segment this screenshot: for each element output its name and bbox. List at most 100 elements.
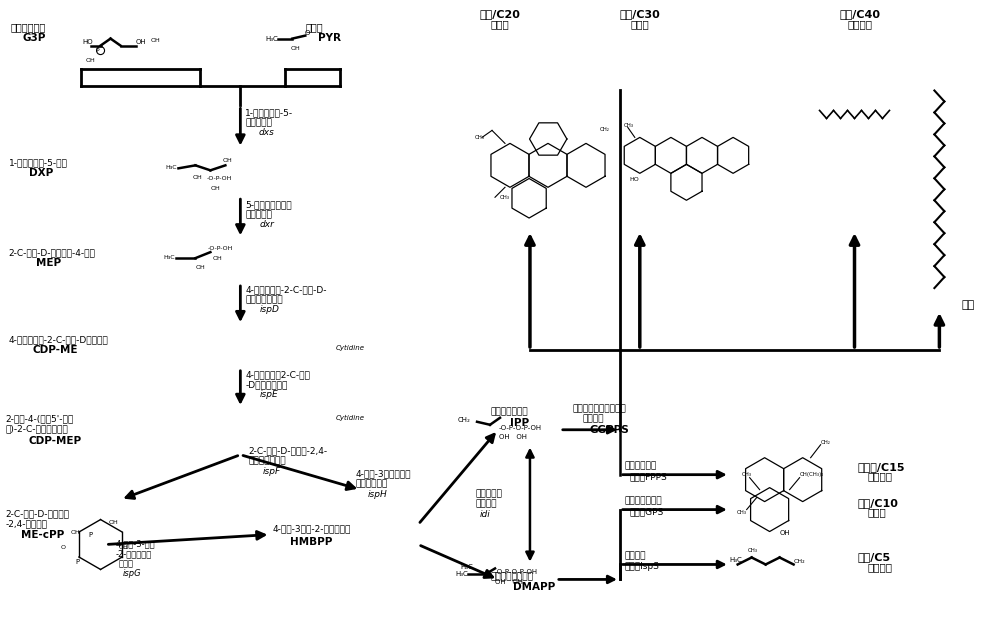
Text: OH: OH — [136, 38, 146, 45]
Text: 赤薛糖醇合成酶: 赤薛糖醇合成酶 — [245, 295, 283, 304]
Text: -O-P-OH: -O-P-OH — [207, 246, 233, 251]
Text: Cytidine: Cytidine — [335, 415, 364, 421]
Text: CH₂: CH₂ — [794, 560, 805, 565]
Text: 4-羟基-3甲丁-2-烯基二磷酸: 4-羟基-3甲丁-2-烯基二磷酸 — [272, 524, 351, 533]
Text: -O-P-OH: -O-P-OH — [206, 176, 232, 181]
Text: 4-羟基-3甲基丁烯基: 4-羟基-3甲基丁烯基 — [355, 470, 411, 479]
Text: 多萜: 多萜 — [961, 300, 975, 310]
Text: ispE: ispE — [259, 390, 278, 399]
Text: H₃C: H₃C — [455, 572, 468, 578]
Text: 法尼基二磷酸: 法尼基二磷酸 — [625, 462, 657, 470]
Text: OH: OH — [150, 38, 160, 42]
Text: P: P — [76, 560, 80, 565]
Text: CH₃: CH₃ — [624, 124, 634, 128]
Text: IPP: IPP — [510, 418, 529, 428]
Text: 丙酮酸: 丙酮酸 — [305, 22, 323, 33]
Text: 还原异构酶: 还原异构酶 — [245, 210, 272, 219]
Text: -D赤薛糖醇激酶: -D赤薛糖醇激酶 — [245, 380, 288, 389]
Text: OH: OH — [86, 58, 95, 63]
Text: 1-脱氧木酮糖-5-: 1-脱氧木酮糖-5- — [245, 108, 293, 117]
Text: 半萜/C5: 半萜/C5 — [858, 553, 891, 563]
Text: DXP: DXP — [29, 169, 53, 178]
Text: 4-二磷酸腺苷2-C-甲基: 4-二磷酸腺苷2-C-甲基 — [245, 370, 310, 379]
Text: G3P: G3P — [23, 33, 46, 42]
Text: -2-烯基二磷酸: -2-烯基二磷酸 — [116, 549, 152, 558]
Text: ispD: ispD — [259, 305, 279, 314]
Text: 合成酶: 合成酶 — [119, 560, 134, 569]
Text: ispH: ispH — [368, 490, 388, 499]
Text: 合成酶IspS: 合成酶IspS — [625, 562, 660, 572]
Text: O: O — [61, 544, 66, 549]
Text: OH: OH — [119, 544, 128, 549]
Text: 倍半萜/C15: 倍半萜/C15 — [858, 462, 905, 472]
Text: PYR: PYR — [318, 33, 341, 42]
Text: HO: HO — [630, 178, 640, 182]
Text: -2,4-环焦磷酸: -2,4-环焦磷酸 — [6, 520, 48, 529]
Text: CH₃: CH₃ — [500, 196, 510, 200]
Text: OH: OH — [212, 256, 222, 261]
Text: 番茄红素: 番茄红素 — [847, 20, 872, 29]
Text: 酸异构酶: 酸异构酶 — [475, 499, 497, 508]
Text: CH₃: CH₃ — [737, 510, 747, 515]
Text: P: P — [96, 47, 99, 53]
Text: 合成酶GPS: 合成酶GPS — [630, 508, 664, 517]
Text: dxr: dxr — [259, 221, 274, 229]
Text: HMBPP: HMBPP — [290, 537, 333, 547]
Text: 二甲烯丙基焦磷酸: 二甲烯丙基焦磷酸 — [490, 572, 533, 581]
Text: 三磷酸甘油酯: 三磷酸甘油酯 — [11, 22, 46, 33]
Text: H₃C: H₃C — [265, 36, 278, 42]
Text: 异戊二烯: 异戊二烯 — [867, 562, 892, 572]
Text: 2-C-甲基-D-赤薛醇-2,4-: 2-C-甲基-D-赤薛醇-2,4- — [248, 447, 327, 456]
Text: dxs: dxs — [258, 128, 274, 137]
Text: HO: HO — [83, 38, 93, 45]
Text: ispG: ispG — [123, 569, 141, 578]
Text: 环焦磷酸合成酶: 环焦磷酸合成酶 — [248, 456, 286, 466]
Text: 二萜/C20: 二萜/C20 — [480, 9, 520, 19]
Text: H₃C: H₃C — [460, 565, 473, 570]
Text: 异戊烯焦磷: 异戊烯焦磷 — [475, 490, 502, 499]
Text: 四萜/C40: 四萜/C40 — [839, 9, 880, 19]
Text: 磷酸合成酶: 磷酸合成酶 — [245, 119, 272, 128]
Text: 薄荷醇: 薄荷醇 — [867, 508, 886, 517]
Text: CH₂: CH₂ — [458, 417, 471, 423]
Text: 犟牛儿基犟牛儿基焦磷: 犟牛儿基犟牛儿基焦磷 — [573, 405, 627, 414]
Text: 2-C-甲基-D-赤薛糖醇: 2-C-甲基-D-赤薛糖醇 — [6, 510, 70, 519]
Text: CH₂: CH₂ — [600, 128, 610, 133]
Text: 合成酶FPPS: 合成酶FPPS — [630, 472, 668, 481]
Text: 4-二磷酸腺苷-2-C-甲基-D赤薛糖醇: 4-二磷酸腺苷-2-C-甲基-D赤薛糖醇 — [9, 335, 108, 344]
Text: 紫槐二烯: 紫槐二烯 — [867, 472, 892, 481]
Text: 二磷酸还原酶: 二磷酸还原酶 — [355, 479, 387, 488]
Text: P: P — [89, 531, 93, 538]
Text: CH₃: CH₃ — [748, 547, 758, 553]
Text: OH: OH — [780, 529, 790, 535]
Text: H₃C: H₃C — [165, 165, 177, 171]
Text: idi: idi — [480, 510, 491, 519]
Text: 异戊二烯: 异戊二烯 — [625, 551, 646, 560]
Text: 4-二磷酸腺苷-2-C-甲基-D-: 4-二磷酸腺苷-2-C-甲基-D- — [245, 285, 327, 294]
Text: -O-P-O-P-OH: -O-P-O-P-OH — [495, 569, 538, 576]
Text: OH: OH — [71, 529, 80, 535]
Text: 1-脱氧木酮糖-5-磷酸: 1-脱氧木酮糖-5-磷酸 — [9, 158, 68, 167]
Text: OH   OH: OH OH — [499, 434, 527, 440]
Text: OH: OH — [222, 158, 232, 163]
Text: H₃C: H₃C — [163, 255, 175, 260]
Text: OH: OH — [109, 520, 118, 524]
Text: 2-磷酸-4-(腺苷5'-二磷: 2-磷酸-4-(腺苷5'-二磷 — [6, 415, 74, 424]
Text: CH(CH₃)₂: CH(CH₃)₂ — [800, 472, 824, 477]
Text: ME-cPP: ME-cPP — [21, 529, 64, 540]
Text: 三萜/C30: 三萜/C30 — [619, 9, 660, 19]
Text: 5-磷酸脱氧木酮糖: 5-磷酸脱氧木酮糖 — [245, 200, 292, 209]
Text: OH: OH — [192, 176, 202, 180]
Text: CDP-ME: CDP-ME — [33, 345, 78, 355]
Text: 单萜/C10: 单萜/C10 — [858, 497, 898, 508]
Text: Cytidine: Cytidine — [335, 345, 364, 351]
Text: 4-羟基-3-甲丁: 4-羟基-3-甲丁 — [116, 540, 155, 549]
Text: CH₃: CH₃ — [475, 135, 485, 140]
Text: OH   OH: OH OH — [495, 579, 523, 585]
Text: CH₂: CH₂ — [821, 440, 831, 445]
Text: OH: OH — [210, 187, 220, 191]
Text: 酸合成酶: 酸合成酶 — [583, 415, 604, 424]
Text: 贝壳烯: 贝壳烯 — [491, 20, 509, 29]
Text: 犟牛儿基焦磷酸: 犟牛儿基焦磷酸 — [625, 497, 662, 506]
Text: -O-P-O-P-OH: -O-P-O-P-OH — [499, 425, 542, 431]
